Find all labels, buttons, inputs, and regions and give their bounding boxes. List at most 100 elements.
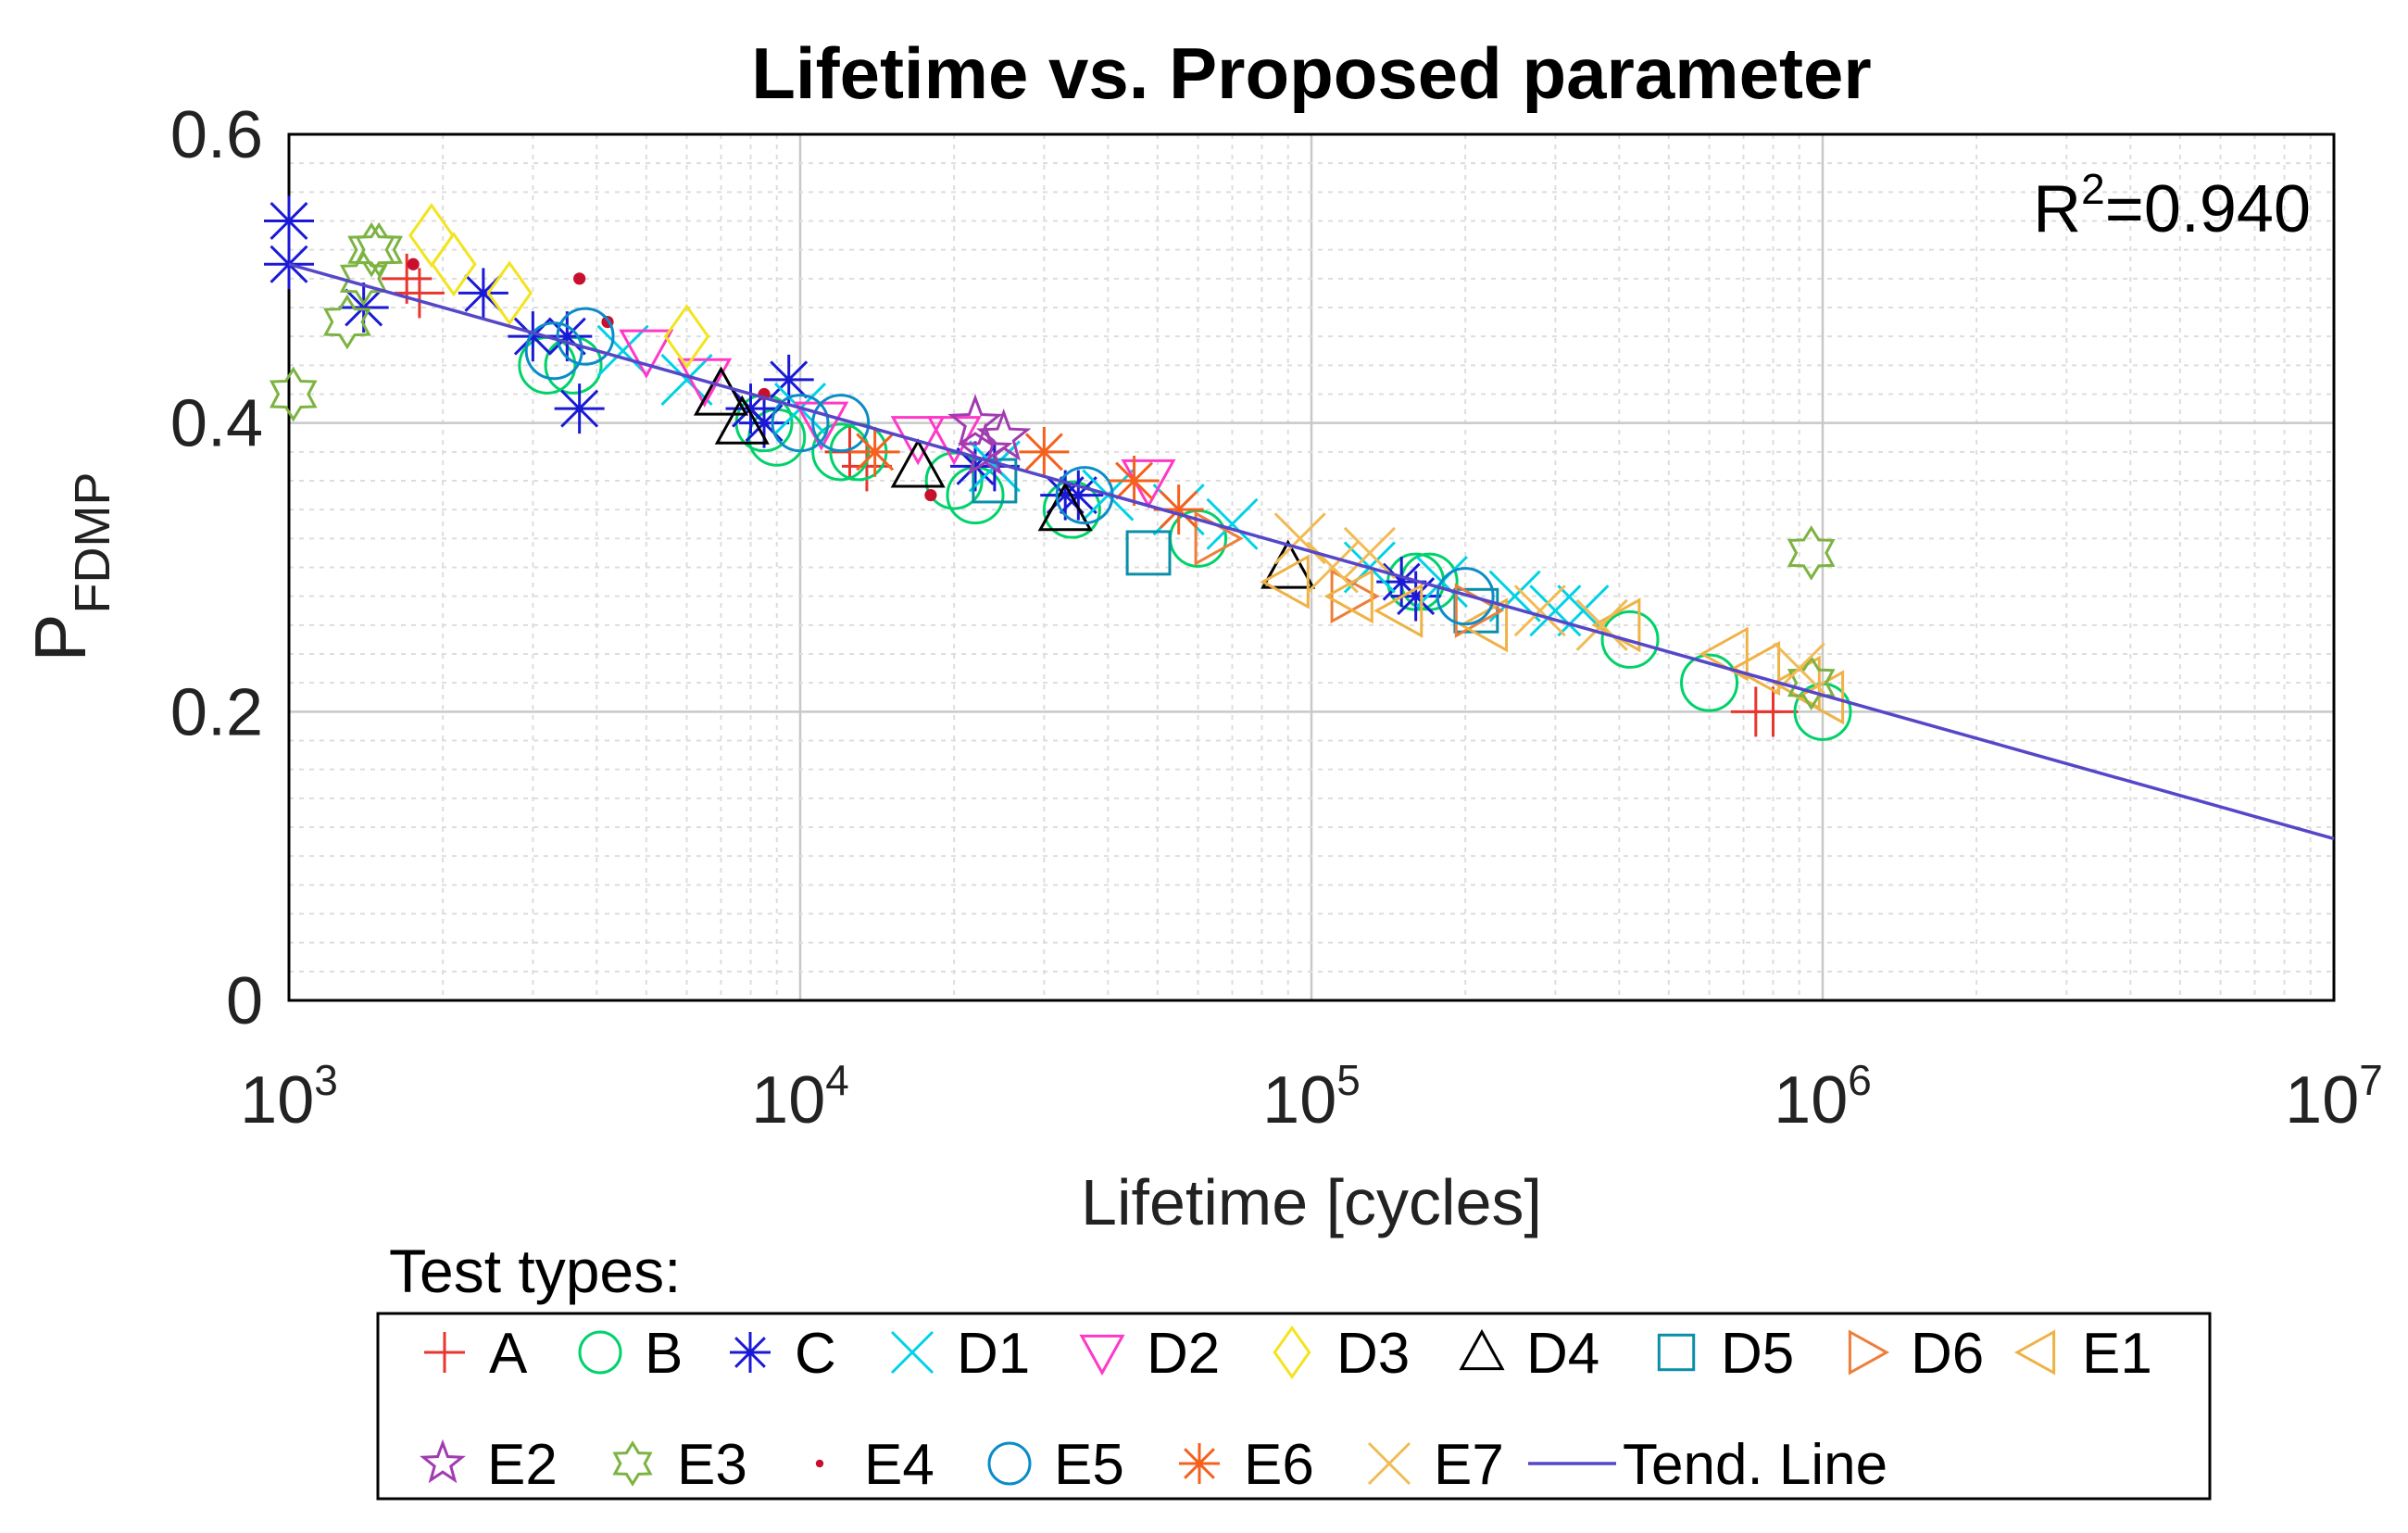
data-point-d3 [663, 304, 710, 370]
data-point-a [382, 253, 433, 304]
data-point-e6 [1109, 456, 1160, 506]
data-point-e7 [1513, 584, 1566, 637]
data-point-c [1390, 571, 1441, 622]
data-point-e5 [771, 394, 830, 453]
r-squared-prefix: R [2033, 172, 2081, 246]
y-tick-labels: 0 0.2 0.4 0.6 [170, 98, 263, 1038]
data-point-e3 [355, 221, 404, 278]
data-point-e7 [1273, 512, 1326, 565]
data-point-c [264, 195, 314, 246]
legend-item-e4: E4 [815, 1433, 934, 1497]
legend-label: D4 [1526, 1322, 1599, 1386]
legend-item-d6: D6 [1848, 1322, 1984, 1386]
data-point-c [554, 383, 605, 434]
data-point-e6 [849, 426, 900, 477]
data-point-d2 [619, 329, 674, 379]
data-point-e3 [323, 294, 371, 350]
legend-item-e5: E5 [987, 1433, 1124, 1497]
data-point-e3 [1787, 525, 1836, 581]
legend-title: Test types: [389, 1237, 681, 1305]
x-tick-exponent: 7 [2359, 1056, 2383, 1104]
data-point-e1 [1794, 670, 1845, 725]
data-point-e5 [811, 394, 871, 453]
data-point-c [542, 311, 593, 362]
legend-label: D2 [1147, 1322, 1220, 1386]
data-point-d1 [1529, 584, 1582, 637]
data-point-d2 [890, 416, 946, 466]
r-squared-value: =0.940 [2105, 172, 2311, 246]
data-point-d6 [1330, 569, 1380, 624]
data-point-c [458, 268, 508, 319]
grid [289, 134, 2334, 1000]
data-point-d5 [972, 458, 1018, 504]
trend-line-layer [288, 262, 2335, 841]
data-point-e4 [573, 272, 586, 285]
data-point-e6 [1019, 426, 1070, 477]
data-point-d5 [1125, 530, 1172, 576]
legend-label: Tend. Line [1623, 1433, 1888, 1497]
legend-item-e2: E2 [420, 1433, 558, 1497]
data-point-e5 [556, 307, 615, 366]
legend-label: D1 [957, 1322, 1030, 1386]
data-point-d4 [693, 366, 749, 416]
data-point-e7 [1343, 526, 1396, 579]
y-tick-label: 0.6 [170, 98, 263, 172]
data-point-d1 [1206, 497, 1259, 550]
data-point-c [338, 283, 389, 333]
data-point-a [1748, 686, 1799, 737]
r-squared-superscript: 2 [2081, 165, 2105, 213]
x-tick-exponent: 6 [1848, 1056, 1872, 1104]
data-point-d3 [486, 260, 533, 326]
legend-item-d1: D1 [890, 1322, 1030, 1386]
x-tick-label: 103 [240, 1056, 338, 1137]
x-tick-exponent: 4 [825, 1056, 849, 1104]
data-point-d1 [968, 440, 1021, 493]
x-tick-base: 10 [1774, 1063, 1848, 1137]
legend-label: E5 [1054, 1433, 1124, 1497]
x-tick-labels: 103 104 105 106 107 [240, 1056, 2383, 1137]
data-point-e1 [1730, 641, 1781, 697]
x-tick-base: 10 [1262, 1063, 1336, 1137]
data-point-e5 [1436, 567, 1495, 626]
legend-label: C [795, 1322, 836, 1386]
x-tick-base: 10 [2285, 1063, 2359, 1137]
legend-item-e6: E6 [1179, 1433, 1314, 1497]
data-point-e2 [957, 422, 1013, 476]
y-tick-label: 0 [226, 964, 263, 1038]
data-point-c [763, 354, 814, 405]
data-point-c [1053, 470, 1104, 521]
legend-item-a: A [424, 1322, 528, 1386]
legend-item-d2: D2 [1079, 1322, 1220, 1386]
x-axis-label: Lifetime [cycles] [1081, 1166, 1542, 1238]
data-point-b [1680, 653, 1739, 712]
data-point-e3 [1787, 655, 1836, 711]
r-squared-annotation: R2=0.940 [2033, 165, 2311, 246]
legend-label: D3 [1336, 1322, 1410, 1386]
legend-label: E4 [864, 1433, 934, 1497]
legend-item-trend-line: Tend. Line [1528, 1433, 1888, 1497]
legend-label: D5 [1721, 1322, 1794, 1386]
data-point-e2 [947, 394, 1003, 446]
legend-item-d5: D5 [1657, 1322, 1794, 1386]
data-point-e4 [407, 258, 420, 270]
x-tick-label: 105 [1262, 1056, 1361, 1137]
data-point-e7 [1575, 598, 1628, 651]
legend-label: E2 [487, 1433, 558, 1497]
y-axis-label-main: P [19, 613, 101, 661]
data-point-d3 [431, 232, 477, 297]
data-point-e2 [975, 408, 1032, 461]
data-point-e1 [1458, 597, 1509, 653]
legend-label: E1 [2082, 1322, 2152, 1386]
legend-label: E3 [677, 1433, 747, 1497]
legend-label: E6 [1244, 1433, 1314, 1497]
x-tick-label: 106 [1774, 1056, 1872, 1137]
legend-box [376, 1312, 2212, 1501]
plot-area-frame [287, 132, 2336, 1002]
legend-label: D6 [1911, 1322, 1984, 1386]
legend-item-e7: E7 [1367, 1433, 1504, 1497]
legend-label: B [645, 1322, 683, 1386]
legend-item-d4: D4 [1459, 1322, 1599, 1386]
data-point-e5 [524, 321, 583, 381]
data-marks [264, 195, 1852, 741]
